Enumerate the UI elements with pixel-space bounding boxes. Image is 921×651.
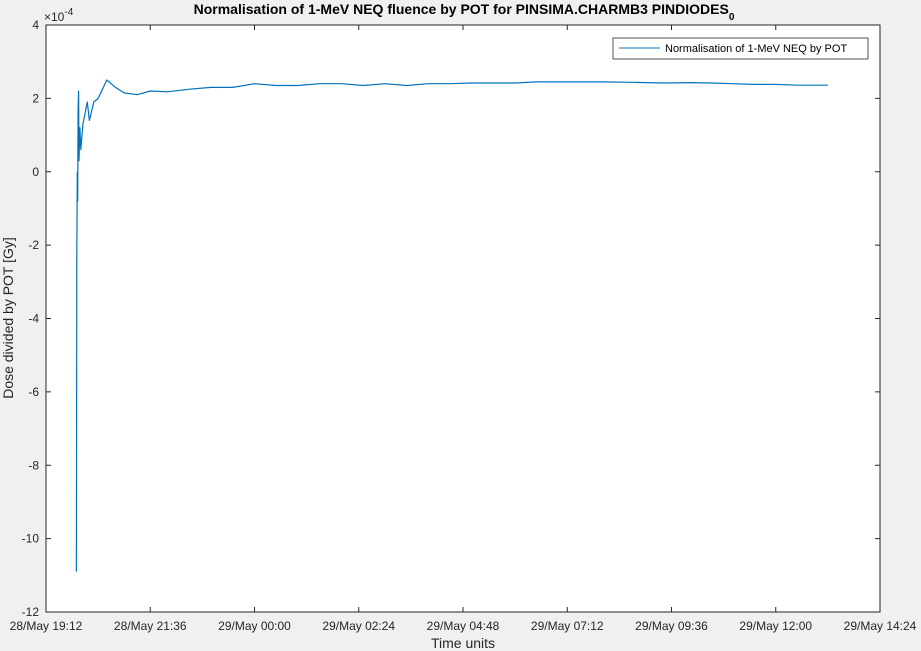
legend-box: [612, 37, 869, 60]
y-tick-label: 0: [32, 165, 39, 179]
y-tick-label: -4: [28, 312, 39, 326]
x-axis-label: Time units: [431, 635, 495, 651]
y-axis-label: Dose divided by POT [Gy]: [0, 237, 16, 399]
y-tick-label: -6: [28, 385, 39, 399]
y-tick-label: 4: [32, 18, 39, 32]
y-exponent-base: ×10: [44, 10, 65, 24]
plot-frame: [45, 24, 881, 613]
series-layer: [75, 79, 828, 572]
x-tick-label: 29/May 02:24: [322, 619, 395, 633]
chart-title-subscript: 0: [729, 12, 735, 23]
x-tick-label: 29/May 07:12: [531, 619, 604, 633]
y-tick-label: -8: [28, 458, 39, 472]
x-tick-label: 29/May 09:36: [635, 619, 708, 633]
x-axis-ticks: 28/May 19:12 28/May 21:36 29/May 00:00 29/M…: [10, 25, 917, 633]
chart-title: Normalisation of 1-MeV NEQ fluence by PO…: [194, 1, 735, 23]
y-tick-label: -10: [22, 532, 40, 546]
y-tick-label: -2: [28, 238, 39, 252]
x-tick-label: 28/May 21:36: [114, 619, 187, 633]
x-tick-label: 29/May 12:00: [739, 619, 812, 633]
plot-area: [46, 25, 880, 612]
y-exponent-label: ×10-4: [44, 7, 74, 24]
series-line: [75, 79, 828, 572]
x-tick-label: 29/May 04:48: [427, 619, 500, 633]
y-tick-label: -12: [22, 605, 40, 619]
x-tick-label: 28/May 19:12: [10, 619, 83, 633]
x-tick-label: 29/May 14:24: [844, 619, 917, 633]
y-exponent-power: -4: [64, 7, 73, 18]
legend: Normalisation of 1-MeV NEQ by POT: [612, 37, 869, 60]
y-axis-ticks: -12 -10 -8 -6 -4 -2 0 2 4: [22, 18, 880, 619]
x-tick-label: 29/May 00:00: [218, 619, 291, 633]
chart-title-main: Normalisation of 1-MeV NEQ fluence by PO…: [194, 1, 729, 17]
y-tick-label: 2: [32, 91, 39, 105]
legend-entry-label: Normalisation of 1-MeV NEQ by POT: [665, 43, 847, 55]
